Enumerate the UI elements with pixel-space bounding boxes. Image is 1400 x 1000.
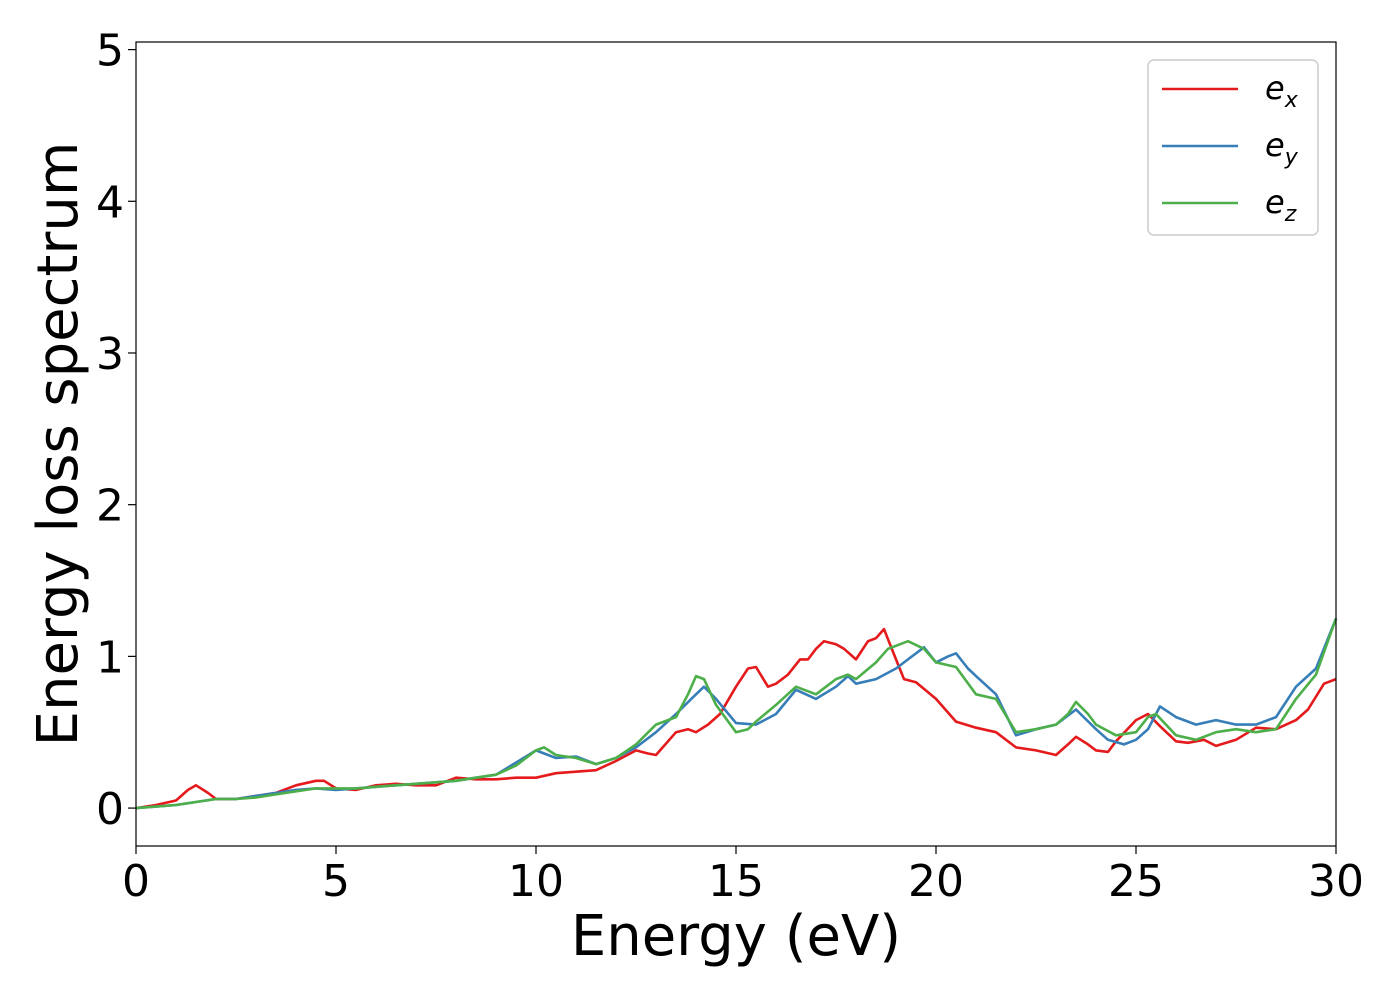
x-tick-label: 30 — [1308, 856, 1364, 907]
x-tick-label: 20 — [908, 856, 964, 907]
legend-label-sub: y — [1284, 145, 1299, 170]
legend-label-x: ex — [1265, 69, 1299, 113]
y-tick-label: 3 — [96, 329, 124, 380]
series-line-z — [135, 618, 1338, 810]
y-tick-label: 1 — [96, 632, 124, 683]
y-tick-label: 4 — [96, 177, 124, 228]
y-tick-label: 5 — [96, 26, 124, 77]
y-axis-title: Energy loss spectrum — [26, 142, 91, 747]
x-tick-label: 10 — [508, 856, 564, 907]
legend-frame — [1147, 59, 1319, 236]
y-tick-label: 0 — [96, 784, 124, 835]
x-axis-title: Energy (eV) — [571, 904, 901, 969]
x-tick-label: 0 — [122, 856, 150, 907]
legend-label-z: ez — [1265, 183, 1297, 227]
legend-label-sub: x — [1284, 88, 1299, 113]
series-lines — [135, 618, 1338, 810]
legend-label-base: e — [1265, 69, 1285, 107]
x-tick-label: 25 — [1108, 856, 1164, 907]
legend-label-base: e — [1265, 183, 1285, 221]
x-tick-label: 15 — [708, 856, 764, 907]
x-tick-label: 5 — [322, 856, 350, 907]
y-tick-label: 2 — [96, 481, 124, 532]
legend-label-y: ey — [1265, 126, 1299, 170]
x-axis-ticks: 0 5 10 15 20 25 30 — [122, 846, 1364, 907]
legend-label-base: e — [1265, 126, 1285, 164]
y-axis-ticks: 0 1 2 3 4 5 — [96, 26, 136, 835]
legend-label-sub: z — [1284, 202, 1297, 227]
